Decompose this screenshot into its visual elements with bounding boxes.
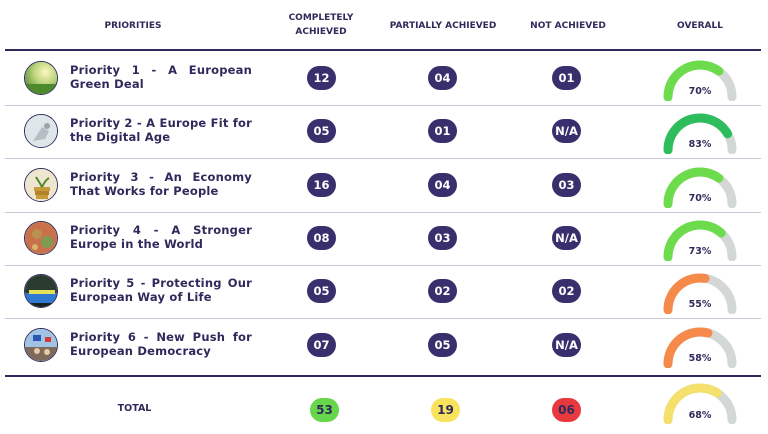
header-partially-achieved: PARTIALLY ACHIEVED: [389, 21, 497, 31]
header-overall: OVERALL: [677, 21, 723, 31]
overall-gauge: [663, 220, 737, 261]
coins-plant-photo: [24, 167, 58, 202]
header-not-achieved: NOT ACHIEVED: [530, 21, 606, 31]
total-label: TOTAL: [117, 403, 152, 414]
gauge-fill: [663, 220, 726, 261]
overall-percent: 70%: [688, 192, 712, 204]
priority-title: Priority 2 - A Europe Fit for the Digita…: [70, 116, 252, 145]
green-field-photo: [24, 61, 58, 95]
partially-achieved-count: 04: [428, 66, 457, 90]
gauge-fill: [663, 113, 733, 155]
priority-row: Priority 5 - Protecting Our European Way…: [0, 266, 768, 319]
total-overall-gauge: [663, 383, 737, 424]
total-divider: [5, 375, 761, 377]
total-completely-badge: 53: [310, 398, 339, 422]
not-achieved-count: 02: [552, 279, 581, 304]
not-achieved-count: N/A: [552, 119, 581, 144]
not-achieved-count: N/A: [552, 332, 581, 357]
completely-achieved-count: 16: [307, 172, 336, 197]
partially-achieved-count: 02: [428, 279, 457, 304]
header-divider: [5, 49, 761, 51]
total-overall-percent: 68%: [688, 410, 712, 421]
overall-gauge: [663, 60, 737, 101]
priority-title: Priority 6 - New Push for European Democ…: [70, 329, 252, 358]
header-priorities: PRIORITIES: [104, 21, 162, 31]
priority-title: Priority 5 - Protecting Our European Way…: [70, 276, 252, 305]
not-achieved-count: 03: [552, 172, 581, 197]
row-divider: [5, 158, 761, 160]
crowd-flags-photo: [24, 327, 58, 362]
overall-percent: 70%: [688, 86, 712, 97]
overall-percent: 58%: [688, 352, 712, 364]
priority-title: Priority 4 - A Stronger Europe in the Wo…: [70, 222, 252, 251]
priority-row: Priority 1 - A European Green Deal 12 04 01…: [0, 53, 768, 106]
overall-percent: 73%: [688, 245, 712, 257]
gauge-fill: [663, 273, 710, 315]
priority-title: Priority 3 - An Economy That Works for P…: [70, 169, 252, 198]
completely-achieved-count: 05: [307, 119, 336, 144]
completely-achieved-count: 08: [307, 225, 336, 250]
overall-gauge: [663, 327, 737, 368]
robot-hand-photo: [24, 114, 58, 149]
priority-row: Priority 4 - A Stronger Europe in the Wo…: [0, 213, 768, 266]
partially-achieved-count: 03: [428, 225, 457, 250]
header-completely-achieved: COMPLETELY ACHIEVED: [288, 13, 354, 37]
partially-achieved-count: 04: [428, 172, 457, 197]
world-map-photo: [24, 220, 58, 255]
priority-row: Priority 2 - A Europe Fit for the Digita…: [0, 106, 768, 159]
row-divider: [5, 264, 761, 266]
priority-row: Priority 6 - New Push for European Democ…: [0, 320, 768, 373]
priority-title: Priority 1 - A European Green Deal: [70, 63, 252, 91]
overall-percent: 55%: [688, 299, 712, 311]
gauge-fill: [663, 327, 713, 368]
completely-achieved-count: 07: [307, 332, 336, 357]
priority-row: Priority 3 - An Economy That Works for P…: [0, 160, 768, 213]
not-achieved-count: 01: [552, 66, 581, 90]
overall-percent: 83%: [688, 139, 712, 151]
police-car-photo: [24, 274, 58, 309]
overall-gauge: [663, 113, 737, 155]
overall-gauge: [663, 273, 737, 315]
partially-achieved-count: 01: [428, 119, 457, 144]
gauge-fill: [663, 60, 724, 101]
total-not-badge: 06: [552, 398, 581, 422]
completely-achieved-count: 05: [307, 279, 336, 304]
total-partially-badge: 19: [431, 398, 460, 422]
gauge-fill: [663, 383, 722, 424]
not-achieved-count: N/A: [552, 225, 581, 250]
completely-achieved-count: 12: [307, 66, 336, 90]
row-divider: [5, 105, 761, 106]
row-divider: [5, 211, 761, 213]
row-divider: [5, 318, 761, 320]
overall-gauge: [663, 167, 737, 208]
gauge-fill: [663, 167, 724, 208]
partially-achieved-count: 05: [428, 332, 457, 357]
